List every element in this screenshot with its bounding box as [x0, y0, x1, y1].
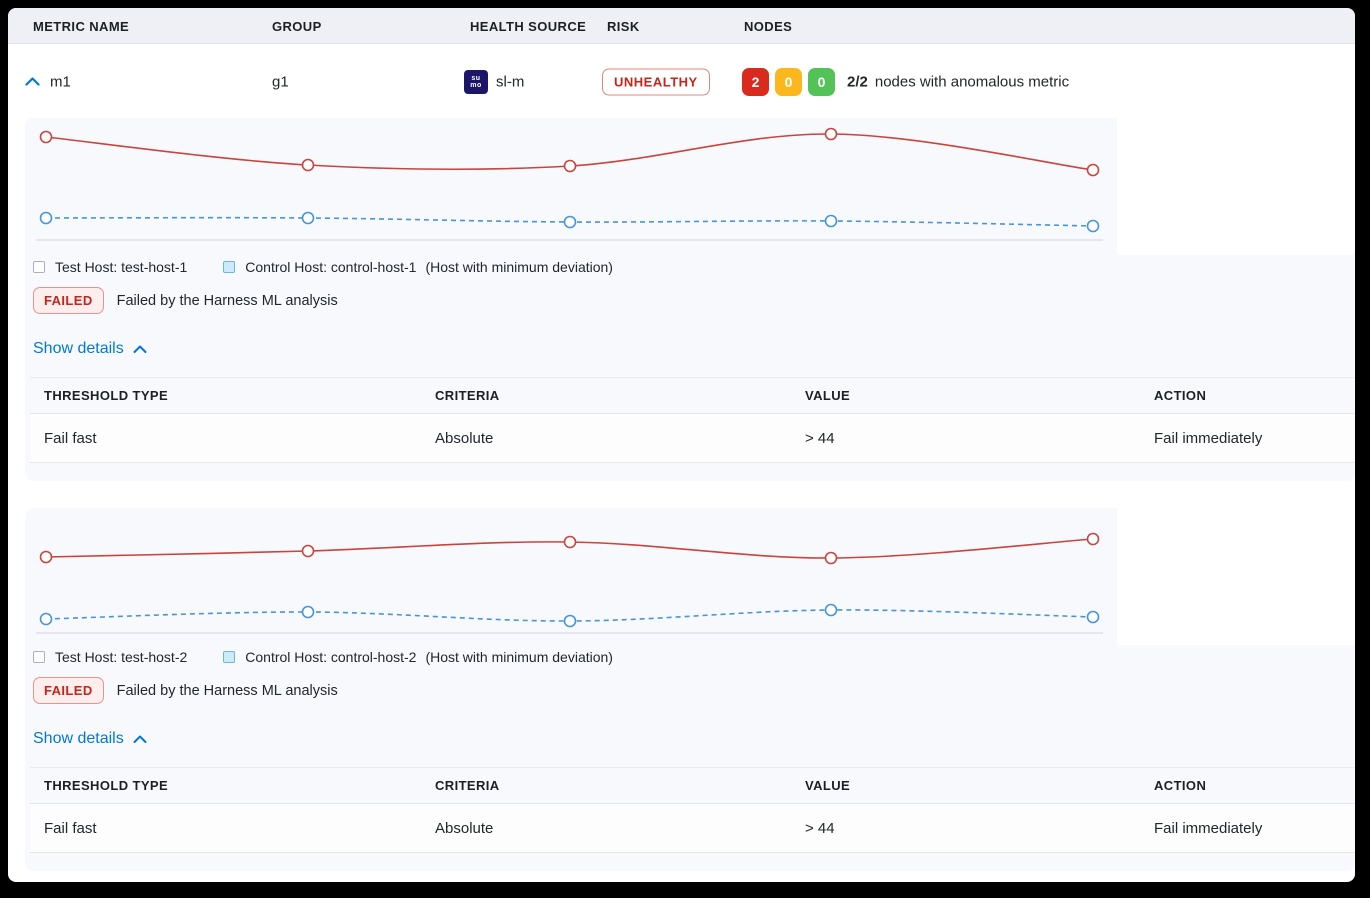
health-source-value: sl-m	[496, 73, 525, 90]
cell-action: Fail immediately	[1154, 819, 1263, 837]
threshold-table-2: THRESHOLD TYPE CRITERIA VALUE ACTION Fai…	[30, 767, 1355, 853]
col-header-metric-name: METRIC NAME	[33, 18, 130, 34]
show-details-label: Show details	[33, 730, 124, 747]
chevron-up-icon	[133, 345, 147, 353]
legend-test-host-2[interactable]: Test Host: test-host-2	[33, 649, 187, 665]
th-action: ACTION	[1154, 388, 1207, 403]
sumo-logic-icon: su mo	[464, 69, 488, 94]
sumo-icon-text-bottom: mo	[470, 81, 482, 89]
host-comparison-chart-2[interactable]	[25, 508, 1117, 645]
metric-row[interactable]: m1 g1 su mo sl-m UNHEALTHY 2 0 0 2/2 nod…	[8, 45, 1355, 118]
th-criteria: CRITERIA	[435, 388, 500, 403]
chart-legend-2: Test Host: test-host-2 Control Host: con…	[33, 649, 613, 665]
nodes-ratio: 2/2	[847, 73, 868, 90]
metric-name-value: m1	[50, 73, 71, 90]
show-details-label: Show details	[33, 340, 124, 357]
nodes-summary: 2/2 nodes with anomalous metric	[847, 73, 1069, 90]
legend-control-host-2[interactable]: Control Host: control-host-2 (Host with …	[223, 649, 613, 665]
failed-message: Failed by the Harness ML analysis	[116, 292, 338, 309]
failed-badge: FAILED	[33, 287, 104, 314]
cell-threshold-type: Fail fast	[44, 819, 97, 837]
test-host-label: Test Host: test-host-1	[55, 259, 188, 275]
show-details-toggle-1[interactable]: Show details	[33, 340, 147, 358]
col-header-risk: RISK	[607, 18, 640, 34]
threshold-table-row: Fail fast Absolute > 44 Fail immediately	[30, 804, 1355, 853]
legend-test-host-1[interactable]: Test Host: test-host-1	[33, 259, 187, 275]
host-analysis-card-2: Test Host: test-host-2 Control Host: con…	[25, 508, 1355, 871]
status-row-1: FAILED Failed by the Harness ML analysis	[33, 287, 338, 314]
metric-group-value: g1	[272, 73, 289, 90]
th-value: VALUE	[805, 778, 851, 793]
control-host-checkbox-icon	[223, 261, 236, 273]
cell-action: Fail immediately	[1154, 429, 1263, 447]
table-header-bar: METRIC NAME GROUP HEALTH SOURCE RISK NOD…	[8, 8, 1355, 44]
control-host-label: Control Host: control-host-2	[245, 649, 417, 665]
minimum-deviation-note: (Host with minimum deviation)	[425, 259, 613, 275]
chart-side-panel-1	[1117, 118, 1355, 255]
anomalous-nodes-badge: 2	[742, 67, 769, 96]
col-header-group: GROUP	[272, 18, 322, 34]
th-threshold-type: THRESHOLD TYPE	[44, 778, 169, 793]
cell-value: > 44	[805, 429, 835, 447]
cell-threshold-type: Fail fast	[44, 429, 97, 447]
threshold-table-header: THRESHOLD TYPE CRITERIA VALUE ACTION	[30, 378, 1355, 414]
th-criteria: CRITERIA	[435, 778, 500, 793]
chevron-up-icon	[133, 735, 147, 743]
healthy-nodes-badge: 0	[808, 67, 835, 96]
chart-zone-2	[25, 508, 1355, 645]
failed-message: Failed by the Harness ML analysis	[116, 682, 338, 699]
threshold-table-header: THRESHOLD TYPE CRITERIA VALUE ACTION	[30, 768, 1355, 804]
cell-value: > 44	[805, 819, 835, 837]
chevron-up-icon	[24, 77, 40, 86]
host-comparison-chart-1[interactable]	[25, 118, 1117, 255]
status-row-2: FAILED Failed by the Harness ML analysis	[33, 677, 338, 704]
nodes-summary-label: nodes with anomalous metric	[874, 73, 1070, 90]
metrics-analysis-panel: METRIC NAME GROUP HEALTH SOURCE RISK NOD…	[8, 8, 1355, 882]
chart-legend-1: Test Host: test-host-1 Control Host: con…	[33, 259, 613, 275]
col-header-health-source: HEALTH SOURCE	[470, 18, 587, 34]
risk-badge-unhealthy: UNHEALTHY	[602, 68, 710, 95]
th-threshold-type: THRESHOLD TYPE	[44, 388, 169, 403]
th-action: ACTION	[1154, 778, 1207, 793]
show-details-toggle-2[interactable]: Show details	[33, 730, 147, 748]
test-host-label: Test Host: test-host-2	[55, 649, 188, 665]
minimum-deviation-note: (Host with minimum deviation)	[425, 649, 613, 665]
node-count-badges: 2 0 0	[742, 67, 835, 96]
cell-criteria: Absolute	[435, 429, 494, 447]
sumo-icon-text-top: su	[471, 74, 481, 82]
threshold-table-1: THRESHOLD TYPE CRITERIA VALUE ACTION Fai…	[30, 377, 1355, 463]
threshold-table-row: Fail fast Absolute > 44 Fail immediately	[30, 414, 1355, 463]
warning-nodes-badge: 0	[775, 67, 802, 96]
col-header-nodes: NODES	[744, 18, 793, 34]
test-host-checkbox-icon	[33, 261, 45, 273]
legend-control-host-1[interactable]: Control Host: control-host-1 (Host with …	[223, 259, 613, 275]
collapse-row-button[interactable]	[22, 72, 42, 92]
th-value: VALUE	[805, 388, 851, 403]
cell-criteria: Absolute	[435, 819, 494, 837]
failed-badge: FAILED	[33, 677, 104, 704]
chart-zone-1	[25, 118, 1355, 255]
host-analysis-card-1: Test Host: test-host-1 Control Host: con…	[25, 118, 1355, 481]
test-host-checkbox-icon	[33, 651, 45, 663]
chart-side-panel-2	[1117, 508, 1355, 645]
control-host-checkbox-icon	[223, 651, 236, 663]
control-host-label: Control Host: control-host-1	[245, 259, 417, 275]
